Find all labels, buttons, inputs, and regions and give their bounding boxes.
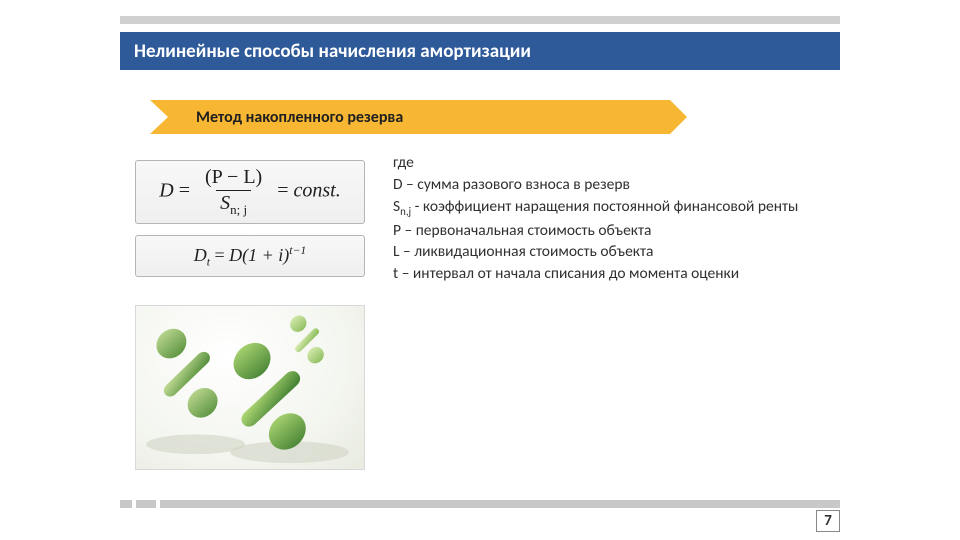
desc-line-4: L – ликвидационная стоимость объекта (393, 242, 833, 263)
f2-lhs: D (194, 245, 207, 265)
desc-line-5: t – интервал от начала списания до момен… (393, 264, 833, 285)
f1-den-base: S (220, 192, 230, 214)
f2-rhs-exp: t−1 (289, 244, 306, 257)
title-bar: Нелинейные способы начисления амортизаци… (120, 32, 840, 70)
percent-illustration (135, 305, 365, 470)
desc-line-2: Sn,j - коэффициент наращения постоянной … (393, 197, 833, 220)
f1-lhs: D (159, 180, 173, 202)
formula-2: Dt = D(1 + i)t−1 (135, 235, 365, 277)
method-label: Метод накопленного резерва (196, 108, 403, 127)
desc-line-1: D – сумма разового взноса в резерв (393, 175, 833, 196)
footer-rule (120, 500, 840, 508)
desc-line-0: где (393, 153, 833, 174)
page-number: 7 (816, 510, 840, 532)
formula-1: D = (P − L) Sn; j = const. (135, 160, 365, 224)
f1-num: (P − L) (201, 166, 266, 190)
f1-rhs: const. (294, 180, 341, 202)
page-title: Нелинейные способы начисления амортизаци… (134, 40, 531, 63)
f2-lhs-sub: t (207, 255, 210, 268)
desc-line-3: P – первоначальная стоимость объекта (393, 221, 833, 242)
description-block: где D – сумма разового взноса в резерв S… (393, 153, 833, 286)
f2-rhs-base: D(1 + i) (229, 245, 289, 265)
method-banner: Метод накопленного резерва (150, 100, 670, 134)
f1-den-sub: n; j (230, 202, 247, 217)
top-rule (120, 16, 840, 24)
